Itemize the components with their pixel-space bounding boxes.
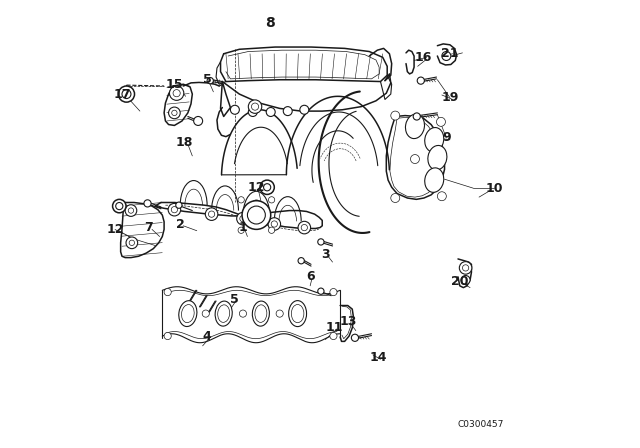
Circle shape	[268, 197, 275, 203]
Circle shape	[207, 78, 213, 84]
Text: 16: 16	[414, 51, 432, 64]
Circle shape	[298, 221, 310, 234]
Circle shape	[230, 105, 239, 114]
Circle shape	[268, 227, 275, 233]
Text: 21: 21	[441, 47, 459, 60]
Circle shape	[442, 52, 451, 60]
Circle shape	[118, 86, 134, 102]
Circle shape	[168, 107, 180, 119]
Circle shape	[164, 332, 172, 340]
Text: 8: 8	[265, 16, 275, 30]
Circle shape	[461, 276, 470, 284]
Circle shape	[284, 107, 292, 116]
Text: 15: 15	[166, 78, 183, 91]
Text: 13: 13	[339, 315, 356, 328]
Circle shape	[172, 207, 177, 213]
Circle shape	[113, 199, 126, 213]
Circle shape	[144, 200, 151, 207]
Circle shape	[266, 108, 275, 116]
Circle shape	[298, 258, 305, 264]
Circle shape	[164, 289, 172, 296]
Circle shape	[126, 237, 138, 249]
Circle shape	[129, 240, 134, 246]
Text: 12: 12	[106, 223, 124, 236]
Text: 7: 7	[145, 221, 153, 234]
Ellipse shape	[289, 301, 307, 327]
Circle shape	[413, 113, 420, 120]
Circle shape	[237, 212, 249, 225]
Circle shape	[125, 205, 137, 216]
Circle shape	[239, 310, 246, 317]
Circle shape	[300, 105, 309, 114]
Text: 20: 20	[451, 275, 468, 288]
Text: C0300457: C0300457	[457, 420, 504, 429]
Circle shape	[317, 288, 324, 294]
Text: 11: 11	[326, 320, 343, 334]
Ellipse shape	[291, 305, 304, 323]
Ellipse shape	[425, 128, 444, 152]
Circle shape	[202, 310, 209, 317]
Circle shape	[238, 227, 244, 233]
Circle shape	[248, 100, 262, 113]
Text: 17: 17	[113, 87, 131, 101]
Circle shape	[317, 239, 324, 245]
Circle shape	[252, 103, 259, 110]
Circle shape	[248, 108, 257, 116]
Text: 18: 18	[176, 136, 193, 149]
Circle shape	[248, 206, 266, 224]
Circle shape	[128, 208, 134, 213]
Circle shape	[116, 202, 123, 210]
Circle shape	[194, 116, 203, 125]
Ellipse shape	[179, 301, 197, 327]
Circle shape	[417, 77, 424, 84]
Ellipse shape	[252, 301, 269, 326]
Text: 14: 14	[369, 351, 387, 364]
Ellipse shape	[428, 146, 447, 170]
Circle shape	[242, 201, 271, 229]
Ellipse shape	[425, 168, 444, 192]
Circle shape	[168, 203, 180, 216]
Text: 5: 5	[203, 73, 211, 86]
Text: 5: 5	[230, 293, 238, 306]
Circle shape	[351, 334, 358, 341]
Circle shape	[276, 310, 284, 317]
Text: 12: 12	[248, 181, 265, 194]
Ellipse shape	[218, 305, 230, 323]
Ellipse shape	[406, 114, 424, 138]
Circle shape	[268, 218, 280, 230]
Circle shape	[238, 197, 244, 203]
Circle shape	[240, 215, 246, 222]
Circle shape	[391, 111, 400, 120]
Circle shape	[172, 110, 177, 116]
Circle shape	[301, 224, 307, 231]
Circle shape	[122, 90, 131, 99]
Text: 19: 19	[441, 91, 459, 104]
Circle shape	[437, 192, 446, 201]
Circle shape	[264, 184, 271, 191]
Text: 2: 2	[176, 217, 184, 231]
Ellipse shape	[255, 305, 267, 323]
Circle shape	[391, 194, 400, 202]
Ellipse shape	[182, 305, 194, 323]
Circle shape	[436, 117, 445, 126]
Text: 1: 1	[239, 221, 247, 234]
Circle shape	[460, 262, 472, 274]
Text: 9: 9	[442, 131, 451, 145]
Circle shape	[330, 332, 337, 340]
Circle shape	[176, 202, 182, 208]
Circle shape	[463, 265, 468, 271]
Circle shape	[173, 90, 180, 97]
Circle shape	[410, 155, 419, 164]
Circle shape	[205, 208, 218, 220]
Circle shape	[271, 221, 278, 227]
Text: 4: 4	[203, 330, 211, 344]
Text: 3: 3	[321, 248, 330, 261]
Circle shape	[260, 180, 275, 194]
Circle shape	[330, 289, 337, 296]
Circle shape	[209, 211, 215, 217]
Circle shape	[170, 86, 184, 100]
Ellipse shape	[215, 301, 232, 326]
Text: 10: 10	[485, 181, 502, 195]
Text: 6: 6	[306, 270, 314, 284]
